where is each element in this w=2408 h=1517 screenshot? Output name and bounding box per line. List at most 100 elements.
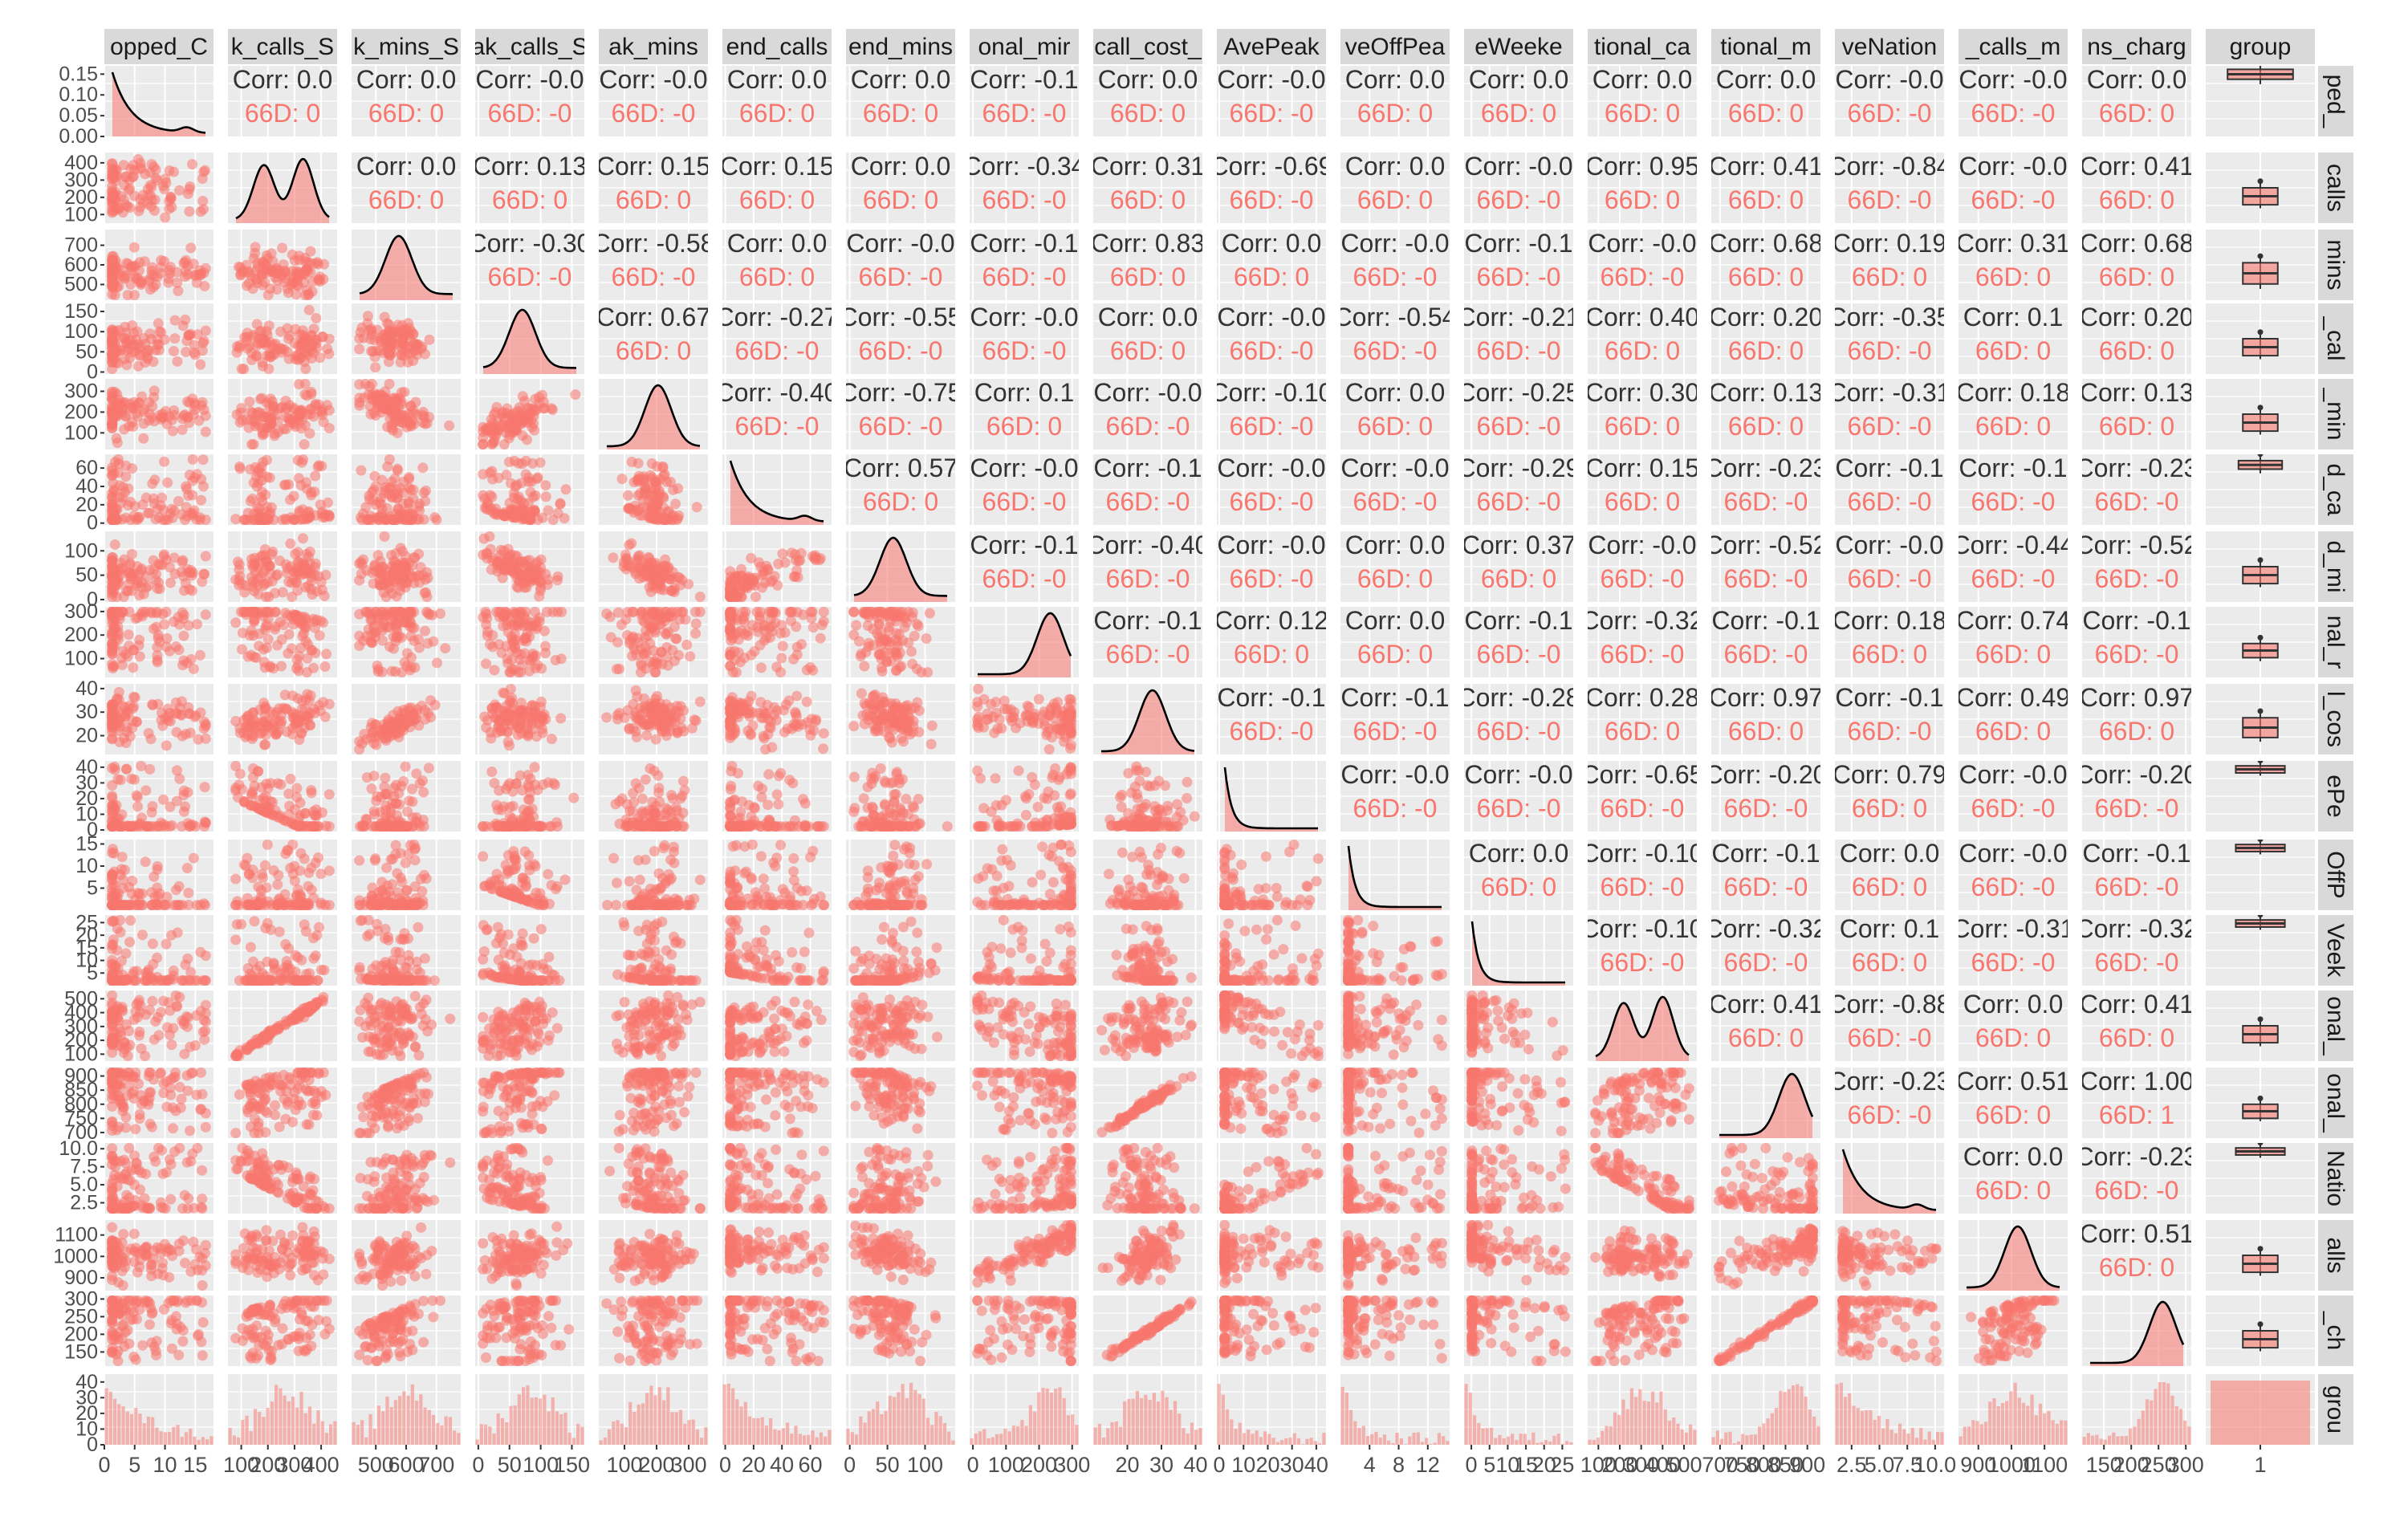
scatter-point bbox=[198, 336, 209, 347]
scatter-point bbox=[552, 821, 563, 832]
group-corr-text: 66D: 0 bbox=[863, 185, 938, 214]
corr-text: Corr: -0.0 bbox=[846, 229, 954, 258]
column-strip-label: ak_calls_S bbox=[471, 34, 588, 60]
scatter-point bbox=[189, 821, 201, 832]
panel-r8-c3 bbox=[352, 607, 461, 677]
scatter-point bbox=[281, 412, 292, 423]
corr-text: Corr: -0.0 bbox=[970, 303, 1078, 331]
scatter-point bbox=[242, 651, 254, 662]
scatter-point bbox=[636, 709, 647, 720]
scatter-point bbox=[384, 454, 395, 465]
scatter-point bbox=[627, 562, 638, 573]
scatter-point bbox=[270, 268, 282, 279]
panel-r5-c4 bbox=[475, 379, 584, 449]
scatter-point bbox=[514, 402, 525, 413]
scatter-point bbox=[482, 504, 493, 515]
scatter-point bbox=[310, 648, 321, 658]
group-corr-text: 66D: -0 bbox=[1601, 564, 1685, 593]
column-strip-13: tional_ca bbox=[1588, 29, 1697, 64]
scatter-point bbox=[149, 194, 161, 205]
scatter-point bbox=[725, 582, 736, 593]
scatter-point bbox=[926, 720, 938, 731]
scatter-point bbox=[897, 635, 908, 646]
corr-text: Corr: -0.1 bbox=[1835, 453, 1943, 482]
row-strip-label: grou bbox=[2322, 1385, 2349, 1434]
scatter-point bbox=[818, 607, 829, 617]
scatter-point bbox=[779, 726, 790, 738]
scatter-point bbox=[367, 393, 378, 404]
scatter-point bbox=[742, 630, 754, 641]
scatter-point bbox=[138, 197, 148, 208]
scatter-point bbox=[773, 559, 784, 569]
scatter-point bbox=[157, 181, 169, 192]
scatter-point bbox=[623, 503, 633, 514]
column-strip-14: tional_m bbox=[1711, 29, 1820, 64]
row-strip-label: ped_ bbox=[2322, 75, 2349, 129]
scatter-point bbox=[107, 266, 118, 277]
scatter-point bbox=[124, 641, 135, 652]
scatter-point bbox=[109, 641, 120, 652]
panel-r7-c7 bbox=[846, 531, 955, 602]
corr-text: Corr: -0.58 bbox=[592, 229, 715, 258]
scatter-point bbox=[169, 405, 180, 416]
scatter-point bbox=[494, 639, 505, 650]
scatter-point bbox=[112, 607, 123, 617]
scatter-point bbox=[115, 775, 126, 786]
box-outlier bbox=[2257, 557, 2264, 563]
corr-text: Corr: -0.1 bbox=[2082, 606, 2190, 635]
scatter-point bbox=[730, 571, 740, 583]
corr-text: Corr: 0.41 bbox=[2080, 152, 2194, 181]
scatter-point bbox=[403, 474, 414, 485]
scatter-point bbox=[658, 567, 669, 578]
row-strip-label: OffP bbox=[2322, 851, 2349, 898]
scatter-point bbox=[107, 713, 118, 724]
scatter-point bbox=[502, 780, 514, 791]
group-corr-text: 66D: -0 bbox=[1601, 640, 1685, 669]
panel-r8-c4 bbox=[475, 607, 584, 677]
scatter-point bbox=[856, 688, 867, 699]
panel-r10-c4 bbox=[475, 761, 584, 832]
scatter-point bbox=[140, 785, 152, 796]
corr-text: Corr: -0.69 bbox=[1210, 152, 1333, 181]
scatter-point bbox=[481, 821, 492, 832]
scatter-point bbox=[862, 620, 873, 631]
scatter-point bbox=[200, 733, 211, 744]
scatter-point bbox=[120, 471, 132, 482]
scatter-point bbox=[354, 379, 365, 390]
panel-r7-c18 bbox=[2206, 531, 2315, 602]
row-strip-5: _min bbox=[2318, 379, 2353, 449]
corr-text: Corr: 0.57 bbox=[844, 453, 958, 482]
scatter-point bbox=[362, 311, 373, 322]
group-corr-text: 66D: -0 bbox=[1106, 487, 1190, 516]
scatter-point bbox=[242, 280, 252, 291]
panel-r4-c1 bbox=[104, 303, 214, 374]
scatter-point bbox=[246, 406, 256, 417]
scatter-point bbox=[391, 607, 402, 617]
corr-text: Corr: -0.31 bbox=[1828, 378, 1951, 407]
corr-text: Corr: 0.68 bbox=[2080, 229, 2194, 258]
corr-text: Corr: 0.74 bbox=[1956, 606, 2070, 635]
scatter-point bbox=[116, 809, 128, 820]
scatter-point bbox=[413, 501, 425, 512]
density-area bbox=[854, 538, 947, 602]
scatter-point bbox=[199, 568, 210, 580]
scatter-point bbox=[231, 347, 242, 358]
scatter-point bbox=[321, 649, 332, 660]
scatter-point bbox=[295, 405, 307, 416]
panel-r9-c4 bbox=[475, 684, 584, 754]
scatter-point bbox=[306, 490, 317, 501]
scatter-point bbox=[244, 630, 255, 641]
column-strip-4: ak_calls_S bbox=[471, 29, 588, 64]
scatter-point bbox=[669, 621, 680, 632]
scatter-point bbox=[638, 475, 649, 486]
corr-text: Corr: -0.0 bbox=[1217, 531, 1325, 559]
scatter-point bbox=[611, 664, 622, 675]
scatter-point bbox=[481, 658, 491, 669]
